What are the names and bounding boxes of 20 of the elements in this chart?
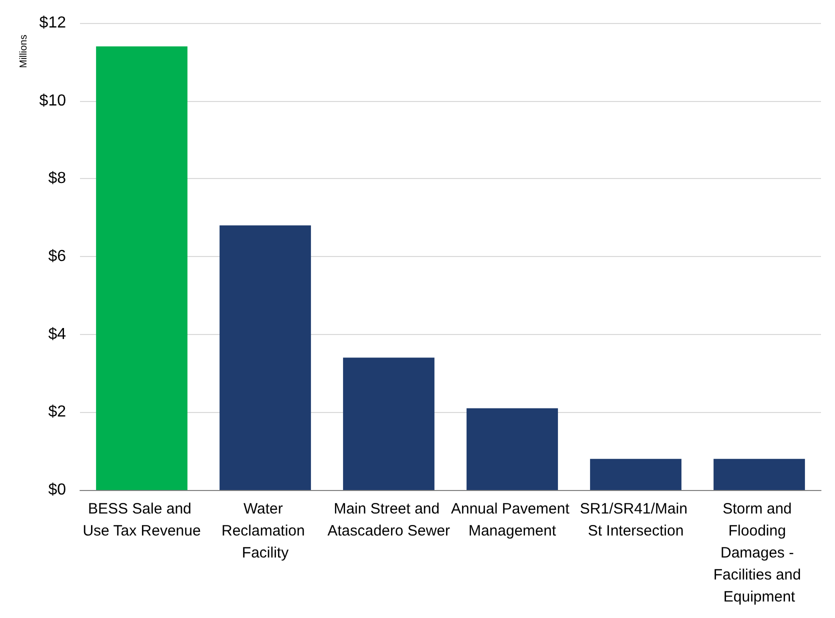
x-tick-label: BESS Sale and Use Tax Revenue (82, 500, 201, 540)
bar (714, 458, 805, 490)
y-tick-label: $8 (48, 170, 66, 188)
y-tick-label: $4 (48, 326, 66, 343)
x-tick-label: Storm and Flooding Damages - Facilities and Equipment (713, 500, 806, 606)
x-tick-label: Main Street and Atascadero Sewer (327, 500, 450, 540)
y-tick-label: $2 (48, 404, 66, 421)
bar (343, 358, 434, 490)
bar (96, 46, 188, 490)
y-axis-title: Millions (18, 34, 30, 68)
y-tick-label: $12 (39, 14, 66, 32)
bar (590, 458, 682, 490)
y-tick-label: $0 (48, 482, 66, 498)
x-tick-label: Annual Pavement Management (450, 500, 574, 540)
x-tick-label: SR1/SR41/Main St Intersection (580, 500, 692, 540)
bar (466, 408, 558, 490)
bar (220, 225, 311, 490)
y-tick-label: $6 (48, 248, 66, 265)
x-tick-label: Water Reclamation Facility (221, 500, 310, 562)
y-tick-label: $10 (39, 92, 66, 110)
